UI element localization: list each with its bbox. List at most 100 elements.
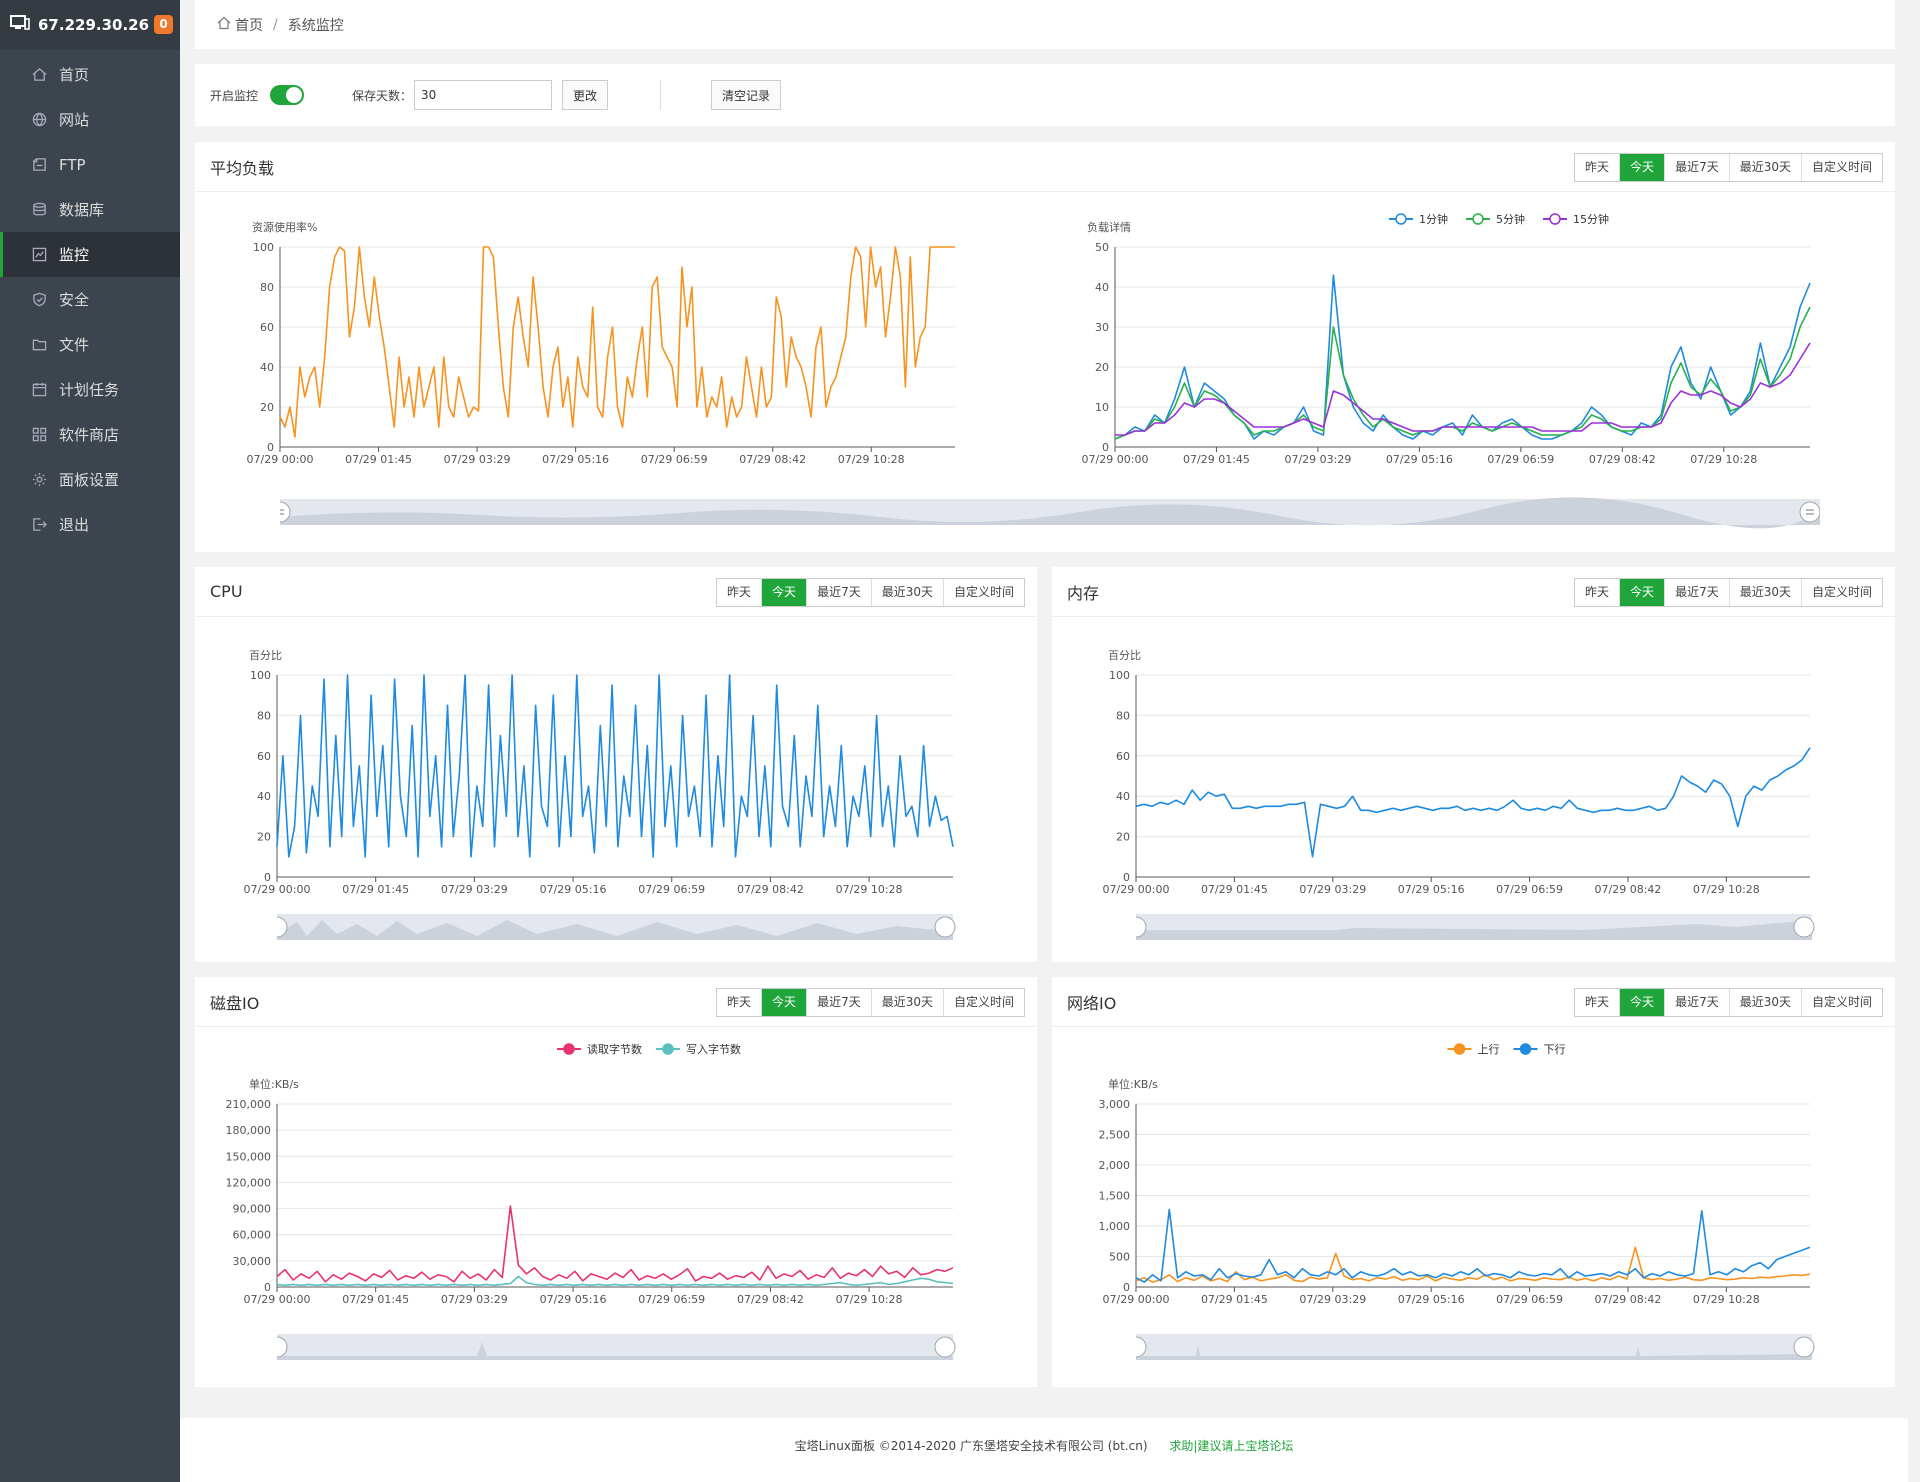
- y-tick-label: 20: [260, 401, 274, 414]
- server-header: 67.229.30.26 0: [0, 0, 180, 50]
- network-zoom-slider[interactable]: [1136, 1332, 1816, 1372]
- tab-1[interactable]: 今天: [1619, 579, 1665, 606]
- tab-0[interactable]: 昨天: [717, 579, 762, 606]
- panel-title: 磁盘IO: [210, 993, 260, 1013]
- sidebar-item-8[interactable]: 软件商店: [0, 412, 180, 457]
- slider-handle-right[interactable]: [934, 916, 956, 938]
- sidebar-item-2[interactable]: FTP: [0, 142, 180, 187]
- sidebar-item-10[interactable]: 退出: [0, 502, 180, 547]
- x-tick-label: 07/29 06:59: [1496, 883, 1563, 896]
- tab-2[interactable]: 最近7天: [1664, 579, 1729, 606]
- tab-0[interactable]: 昨天: [1575, 154, 1620, 181]
- slider-handle-left[interactable]: [280, 501, 291, 523]
- monitor-icon: [31, 247, 47, 263]
- y-tick-label: 60: [257, 750, 271, 763]
- folder-icon: [31, 337, 47, 353]
- sidebar-item-5[interactable]: 安全: [0, 277, 180, 322]
- tab-1[interactable]: 今天: [761, 579, 807, 606]
- legend-marker: [1472, 213, 1484, 225]
- sidebar-item-label: 计划任务: [59, 381, 120, 399]
- tab-4[interactable]: 自定义时间: [1800, 989, 1882, 1016]
- slider-handle-left[interactable]: [1136, 1336, 1147, 1358]
- x-tick-label: 07/29 08:42: [737, 883, 804, 896]
- y-axis-label: 单位:KB/s: [249, 1077, 299, 1091]
- y-tick-label: 20: [1116, 831, 1130, 844]
- slider-handle-left[interactable]: [277, 916, 288, 938]
- breadcrumb-home[interactable]: 首页: [235, 17, 263, 34]
- x-tick-label: 07/29 00:00: [1103, 883, 1170, 896]
- y-tick-label: 120,000: [226, 1176, 272, 1189]
- memory-chart: 0 20 40 60 80 100 百分比 07/29 00:00 07/29 01:45 07/…: [1103, 649, 1811, 896]
- server-monitor-icon: [10, 15, 30, 35]
- slider-handle-left[interactable]: [1136, 916, 1147, 938]
- tab-1[interactable]: 今天: [1619, 989, 1665, 1016]
- notification-badge[interactable]: 0: [154, 15, 173, 34]
- tab-3[interactable]: 最近30天: [1728, 579, 1801, 606]
- tab-2[interactable]: 最近7天: [1664, 989, 1729, 1016]
- panel-title: 平均负载: [210, 158, 275, 178]
- tab-1[interactable]: 今天: [761, 989, 807, 1016]
- sidebar-nav: 首页 网站 FTP 数据库 监控 安全 文件计划任务软件商店 面板设置 退出: [0, 52, 180, 547]
- tab-4[interactable]: 自定义时间: [942, 579, 1024, 606]
- slider-handle-left[interactable]: [277, 1336, 288, 1358]
- sidebar-item-0[interactable]: 首页: [0, 52, 180, 97]
- sidebar-item-3[interactable]: 数据库: [0, 187, 180, 232]
- tab-0[interactable]: 昨天: [717, 989, 762, 1016]
- monitor-toggle[interactable]: [270, 85, 305, 105]
- x-tick-label: 07/29 01:45: [342, 1293, 409, 1306]
- legend-marker: [1395, 213, 1407, 225]
- tab-2[interactable]: 最近7天: [1664, 154, 1729, 181]
- x-tick-label: 07/29 00:00: [244, 883, 311, 896]
- tab-3[interactable]: 最近30天: [1728, 154, 1801, 181]
- y-tick-label: 40: [1116, 790, 1130, 803]
- y-axis-label: 负载详情: [1087, 220, 1131, 234]
- slider-handle-right[interactable]: [1799, 501, 1820, 523]
- x-tick-label: 07/29 06:59: [638, 883, 705, 896]
- x-tick-label: 07/29 05:16: [1386, 453, 1453, 466]
- home-icon[interactable]: [217, 16, 231, 34]
- tab-0[interactable]: 昨天: [1575, 989, 1620, 1016]
- sidebar-item-9[interactable]: 面板设置: [0, 457, 180, 502]
- tab-1[interactable]: 今天: [1619, 154, 1665, 181]
- clear-records-button[interactable]: 清空记录: [711, 80, 782, 110]
- cpu-zoom-slider[interactable]: [277, 912, 957, 952]
- slider-handle-right[interactable]: [1793, 916, 1815, 938]
- memory-zoom-slider[interactable]: [1136, 912, 1816, 952]
- y-tick-label: 40: [260, 361, 274, 374]
- slider-handle-right[interactable]: [934, 1336, 956, 1358]
- retention-days-input[interactable]: [414, 80, 553, 110]
- series-line-2: [1115, 342, 1811, 436]
- update-button[interactable]: 更改: [562, 80, 609, 110]
- tab-0[interactable]: 昨天: [1575, 579, 1620, 606]
- tab-3[interactable]: 最近30天: [1728, 989, 1801, 1016]
- slider-handle-right[interactable]: [1793, 1336, 1815, 1358]
- x-tick-label: 07/29 06:59: [1487, 453, 1554, 466]
- x-tick-label: 07/29 08:42: [737, 1293, 804, 1306]
- logout-icon: [31, 517, 47, 533]
- tab-3[interactable]: 最近30天: [870, 579, 943, 606]
- x-tick-label: 07/29 05:16: [540, 1293, 607, 1306]
- sidebar-item-7[interactable]: 计划任务: [0, 367, 180, 412]
- sidebar-item-6[interactable]: 文件: [0, 322, 180, 367]
- forum-link[interactable]: 求助|建议请上宝塔论坛: [1169, 1439, 1294, 1453]
- x-tick-label: 07/29 01:45: [1183, 453, 1250, 466]
- time-range-tabs: 昨天 今天 最近7天 最近30天 自定义时间: [1574, 988, 1883, 1017]
- sidebar-item-4[interactable]: 监控: [0, 232, 180, 277]
- panel-header: 内存 昨天 今天 最近7天 最近30天 自定义时间: [1052, 567, 1895, 617]
- monitor-controls: 开启监控 保存天数： 更改 清空记录: [195, 64, 1895, 126]
- tab-2[interactable]: 最近7天: [806, 579, 871, 606]
- x-tick-label: 07/29 10:28: [1693, 1293, 1760, 1306]
- x-tick-label: 07/29 01:45: [1201, 1293, 1268, 1306]
- x-tick-label: 07/29 06:59: [638, 1293, 705, 1306]
- calendar-icon: [31, 382, 47, 398]
- tab-2[interactable]: 最近7天: [806, 989, 871, 1016]
- tab-4[interactable]: 自定义时间: [1800, 579, 1882, 606]
- load-zoom-slider[interactable]: [280, 497, 1820, 537]
- tab-4[interactable]: 自定义时间: [1800, 154, 1882, 181]
- disk-zoom-slider[interactable]: [277, 1332, 957, 1372]
- load-usage-chart: 0 20 40 60 80 100 资源使用率% 07/29 00:00 07/29 01:45…: [247, 220, 955, 466]
- sidebar-item-1[interactable]: 网站: [0, 97, 180, 142]
- tab-4[interactable]: 自定义时间: [942, 989, 1024, 1016]
- y-tick-label: 500: [1109, 1251, 1130, 1264]
- tab-3[interactable]: 最近30天: [870, 989, 943, 1016]
